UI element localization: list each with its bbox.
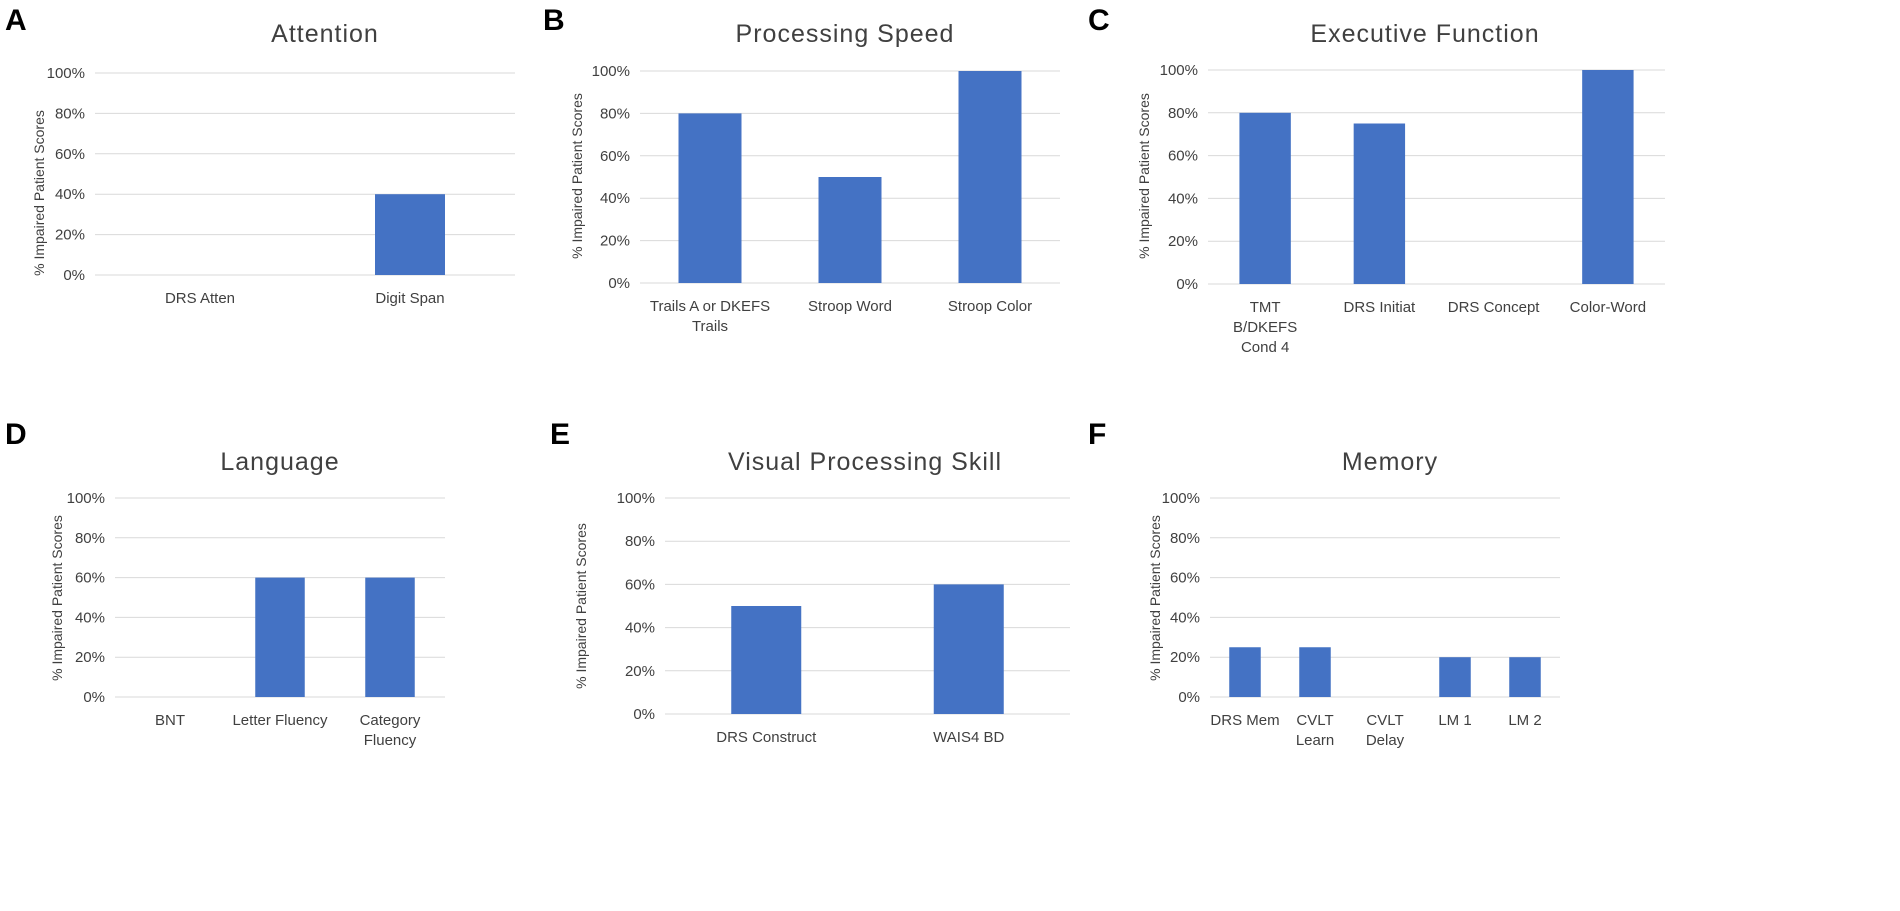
bar-e-1 [933, 584, 1004, 714]
y-tick-label-a: 60% [55, 146, 85, 163]
chart-title-processing-speed: Processing Speed [735, 20, 955, 48]
x-tick-label-b-1: Stroop Word [808, 298, 892, 315]
bar-b-2 [958, 71, 1022, 283]
y-tick-label-c: 60% [1168, 148, 1198, 165]
bar-d-2 [365, 577, 415, 697]
bar-chart-d: 0% 20% 40% 60% 80% 100% BNT Letter Fluency Categ… [67, 490, 445, 749]
bar-d-1 [255, 577, 305, 697]
y-tick-label-e: 0% [633, 706, 655, 723]
bar-b-0 [678, 113, 742, 284]
x-tick-label-c-1: DRS Initiat [1344, 299, 1417, 316]
y-tick-label-f: 80% [1170, 530, 1200, 547]
panel-letter-f: F [1088, 418, 1107, 451]
y-tick-label-a: 40% [55, 186, 85, 203]
x-tick-label-a-1: Digit Span [375, 290, 444, 307]
y-tick-label-f: 60% [1170, 570, 1200, 587]
bar-c-1 [1353, 123, 1406, 284]
y-tick-label-a: 0% [63, 267, 85, 284]
y-tick-label-b: 80% [600, 105, 630, 122]
y-tick-label-b: 60% [600, 148, 630, 165]
bar-f-4 [1509, 657, 1541, 697]
y-tick-label-c: 80% [1168, 105, 1198, 122]
panel-letter-e: E [550, 418, 571, 451]
x-tick-label-f-4: LM 2 [1508, 712, 1541, 729]
y-tick-label-c: 0% [1176, 276, 1198, 293]
x-tick-label-f-3: LM 1 [1438, 712, 1471, 729]
x-tick-label-e-0: DRS Construct [716, 729, 817, 746]
y-tick-label-d: 40% [75, 609, 105, 626]
y-tick-label-c: 40% [1168, 190, 1198, 207]
chart-title-attention: Attention [271, 20, 379, 48]
chart-title-language: Language [220, 448, 340, 476]
panel-letter-d: D [5, 418, 27, 451]
x-tick-label-d-2: Category Fluency [360, 712, 421, 749]
y-tick-label-d: 0% [83, 689, 105, 706]
y-tick-label-b: 40% [600, 190, 630, 207]
bar-f-1 [1299, 647, 1331, 697]
bar-f-3 [1439, 657, 1471, 697]
y-tick-label-f: 40% [1170, 609, 1200, 626]
x-tick-label-b-0: Trails A or DKEFS Trails [650, 298, 770, 335]
bar-chart-f: 0% 20% 40% 60% 80% 100% DRS Mem CVLT Learn CVLT De… [1162, 490, 1560, 749]
y-tick-label-d: 80% [75, 530, 105, 547]
y-tick-label-d: 20% [75, 649, 105, 666]
x-tick-label-b-2: Stroop Color [948, 298, 1032, 315]
x-tick-label-e-1: WAIS4 BD [933, 729, 1004, 746]
y-tick-label-f: 20% [1170, 649, 1200, 666]
bar-chart-b: 0% 20% 40% 60% 80% 100% Trails A or DKEFS Trail… [592, 63, 1060, 335]
y-tick-label-d: 100% [67, 490, 105, 507]
bar-c-0 [1239, 112, 1291, 284]
panel-letter-c: C [1088, 4, 1110, 37]
x-tick-label-d-1: Letter Fluency [232, 712, 328, 729]
y-tick-label-d: 60% [75, 570, 105, 587]
chart-title-memory: Memory [1341, 448, 1439, 476]
panel-letter-b: B [543, 4, 565, 37]
y-tick-label-e: 80% [625, 533, 655, 550]
bar-b-1 [818, 177, 882, 283]
chart-title-executive-function: Executive Function [1310, 20, 1540, 48]
y-tick-label-e: 60% [625, 576, 655, 593]
chart-title-visual-processing-skill: Visual Processing Skill [727, 448, 1003, 476]
y-tick-label-f: 0% [1178, 689, 1200, 706]
y-tick-label-b: 20% [600, 233, 630, 250]
y-tick-label-a: 80% [55, 105, 85, 122]
y-tick-label-e: 20% [625, 663, 655, 680]
bar-a-1 [375, 194, 445, 275]
bar-chart-a: 0% 20% 40% 60% 80% 100% DRS Atten Digit Span [47, 65, 515, 307]
bar-c-3 [1582, 70, 1634, 284]
y-tick-label-a: 100% [47, 65, 85, 82]
x-tick-label-a-0: DRS Atten [165, 290, 235, 307]
x-tick-label-c-0: TMT B/DKEFS Cond 4 [1233, 299, 1297, 356]
bar-chart-e: 0% 20% 40% 60% 80% 100% DRS Construct WAIS4 BD [617, 490, 1070, 746]
y-tick-label-b: 100% [592, 63, 630, 80]
y-tick-label-a: 20% [55, 227, 85, 244]
y-tick-label-e: 100% [617, 490, 655, 507]
x-tick-label-d-0: BNT [155, 712, 185, 729]
x-tick-label-f-1: CVLT Learn [1296, 712, 1334, 749]
x-tick-label-c-2: DRS Concept [1448, 299, 1541, 316]
y-tick-label-b: 0% [608, 275, 630, 292]
y-tick-label-c: 100% [1160, 62, 1198, 79]
bar-chart-c: 0% 20% 40% 60% 80% 100% TMT B/DKEFS Cond 4 DRS In… [1160, 62, 1665, 356]
y-tick-label-c: 20% [1168, 233, 1198, 250]
x-tick-label-c-3: Color-Word [1570, 299, 1646, 316]
x-tick-label-f-0: DRS Mem [1210, 712, 1279, 729]
panel-letter-a: A [5, 4, 27, 37]
bar-e-0 [731, 606, 802, 714]
bar-f-0 [1229, 647, 1261, 697]
y-tick-label-f: 100% [1162, 490, 1200, 507]
x-tick-label-f-2: CVLT Delay [1366, 712, 1405, 749]
y-tick-label-e: 40% [625, 620, 655, 637]
